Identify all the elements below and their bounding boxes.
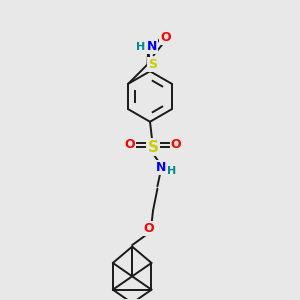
Text: S: S — [148, 58, 157, 71]
Text: O: O — [125, 138, 135, 151]
Text: N: N — [155, 161, 166, 174]
Text: O: O — [170, 138, 181, 151]
Text: H: H — [136, 43, 146, 52]
Text: N: N — [147, 40, 157, 53]
Text: O: O — [144, 222, 154, 235]
Text: H: H — [167, 167, 176, 176]
Text: S: S — [148, 140, 158, 154]
Text: O: O — [160, 31, 170, 44]
